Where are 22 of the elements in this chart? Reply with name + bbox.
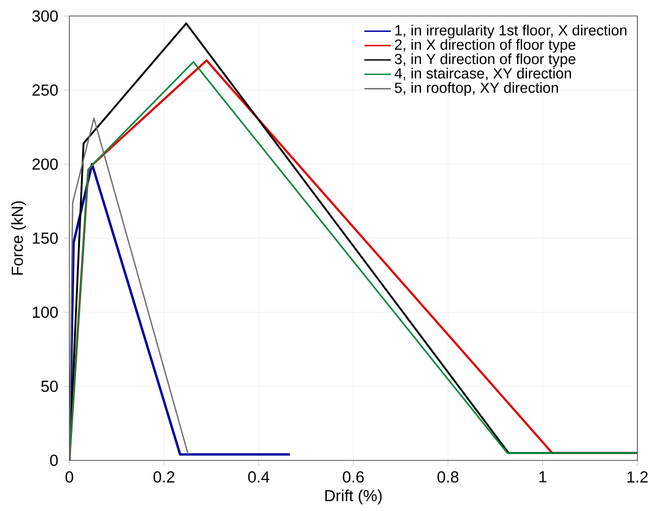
legend-label: 3, in Y direction of floor type: [394, 53, 576, 68]
y-tick-label: 0: [50, 454, 58, 466]
y-tick-label: 250: [32, 84, 58, 96]
x-tick-label: 0: [66, 471, 74, 483]
y-tick-label: 50: [41, 380, 58, 392]
legend-label: 2, in X direction of floor type: [394, 39, 576, 53]
x-tick-label: 0.6: [342, 471, 364, 483]
legend-label: 1, in irregularity 1st floor, X direction: [395, 24, 626, 38]
y-tick-label: 100: [32, 306, 58, 318]
y-tick-label: 200: [32, 158, 58, 170]
x-tick-label: 0.4: [248, 471, 270, 483]
x-tick-label: 0.8: [438, 471, 458, 483]
x-tick-label: 1: [539, 471, 546, 482]
line-series: [69, 118, 189, 460]
y-tick-label: 150: [32, 232, 58, 244]
x-tick-label: 1.2: [627, 471, 648, 482]
y-tick-label: 300: [32, 10, 58, 22]
legend-label: 5, in rooftop, XY direction: [394, 82, 558, 96]
y-axis-title: Force (kN): [11, 201, 26, 275]
legend-label: 4, in staircase, XY direction: [394, 68, 571, 80]
x-tick-label: 0.2: [154, 471, 174, 483]
x-axis-title: Drift (%): [325, 490, 382, 504]
